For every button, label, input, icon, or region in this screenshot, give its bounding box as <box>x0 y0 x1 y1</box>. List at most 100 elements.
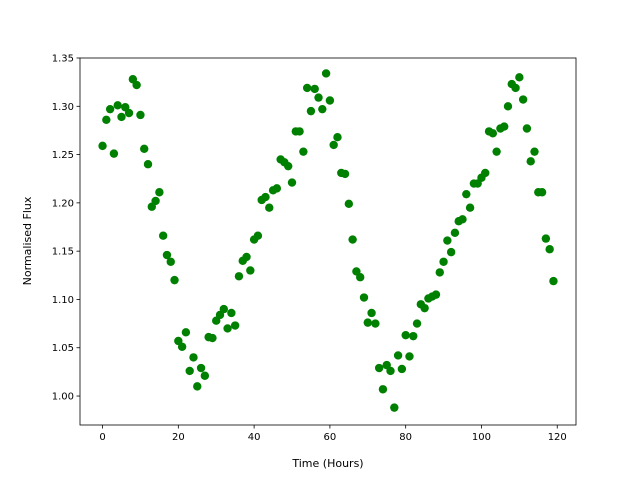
point <box>549 276 558 286</box>
point <box>306 106 316 116</box>
y-tick-label: 1.30 <box>52 102 74 113</box>
y-tick-label: 1.15 <box>52 247 74 258</box>
x-tick-label: 20 <box>172 432 185 443</box>
point <box>287 178 297 187</box>
point <box>185 366 194 376</box>
point <box>518 95 528 104</box>
point <box>488 129 498 138</box>
point <box>242 252 251 262</box>
x-tick-label: 40 <box>248 432 261 443</box>
y-tick-label: 1.20 <box>52 198 74 209</box>
point <box>162 250 172 260</box>
point <box>158 231 168 240</box>
point <box>200 371 210 380</box>
point <box>208 333 217 343</box>
x-tick-label: 100 <box>472 432 491 443</box>
point <box>177 342 187 351</box>
point <box>109 149 119 158</box>
point <box>526 157 535 166</box>
point <box>265 203 274 212</box>
point <box>196 363 206 373</box>
point <box>443 236 452 245</box>
point <box>530 147 539 156</box>
point <box>344 199 354 209</box>
point <box>124 108 134 118</box>
point <box>462 189 471 199</box>
point <box>522 124 532 133</box>
point <box>295 127 304 136</box>
point <box>420 303 429 313</box>
x-tick-label: 0 <box>99 432 105 443</box>
point <box>117 112 126 122</box>
point <box>515 73 524 82</box>
point <box>234 272 244 281</box>
point <box>321 69 331 78</box>
plot-frame <box>79 57 577 426</box>
point <box>189 353 198 362</box>
point <box>446 247 456 257</box>
point <box>450 228 460 238</box>
point <box>545 245 554 254</box>
point <box>541 234 551 243</box>
point <box>151 196 160 206</box>
point <box>193 382 202 391</box>
x-tick-label: 120 <box>548 432 567 443</box>
point <box>143 160 153 169</box>
point <box>465 203 475 212</box>
y-axis-label: Normalised Flux <box>21 196 34 285</box>
point <box>359 293 369 302</box>
point <box>393 351 403 360</box>
y-tick-label: 1.35 <box>52 54 74 65</box>
point <box>409 331 418 341</box>
x-axis-label: Time (Hours) <box>291 457 363 470</box>
point <box>223 324 232 333</box>
x-tick-label: 80 <box>399 432 412 443</box>
point <box>511 83 520 93</box>
point <box>329 140 338 150</box>
point <box>458 215 467 224</box>
y-tick-label: 1.05 <box>52 343 74 354</box>
point <box>284 161 293 171</box>
point <box>272 184 282 193</box>
point <box>481 168 490 178</box>
point <box>374 363 384 373</box>
point <box>503 102 513 111</box>
point <box>318 104 327 114</box>
point <box>166 257 175 266</box>
point <box>299 147 308 156</box>
y-tick-label: 1.00 <box>52 392 74 403</box>
point <box>136 110 145 120</box>
x-tick-label: 60 <box>324 432 337 443</box>
point <box>356 273 365 282</box>
point <box>401 330 410 340</box>
point <box>253 231 263 240</box>
point <box>181 328 191 337</box>
point <box>405 352 414 361</box>
point <box>246 266 255 275</box>
point <box>537 188 547 197</box>
point <box>261 192 270 202</box>
point <box>363 318 372 327</box>
point <box>302 83 312 93</box>
point <box>340 169 350 179</box>
point <box>310 84 319 94</box>
point <box>227 308 236 318</box>
point <box>431 290 441 299</box>
y-tick-label: 1.25 <box>52 150 74 161</box>
point <box>371 319 380 328</box>
point <box>333 132 342 142</box>
point <box>412 319 422 328</box>
point <box>98 141 107 151</box>
point <box>325 96 335 105</box>
point <box>219 304 228 314</box>
point <box>132 80 141 90</box>
point <box>113 101 122 110</box>
point <box>397 364 407 374</box>
point <box>155 188 164 197</box>
point <box>367 308 376 318</box>
point <box>439 257 448 266</box>
point <box>102 115 111 125</box>
point <box>499 122 509 131</box>
point <box>378 385 388 394</box>
